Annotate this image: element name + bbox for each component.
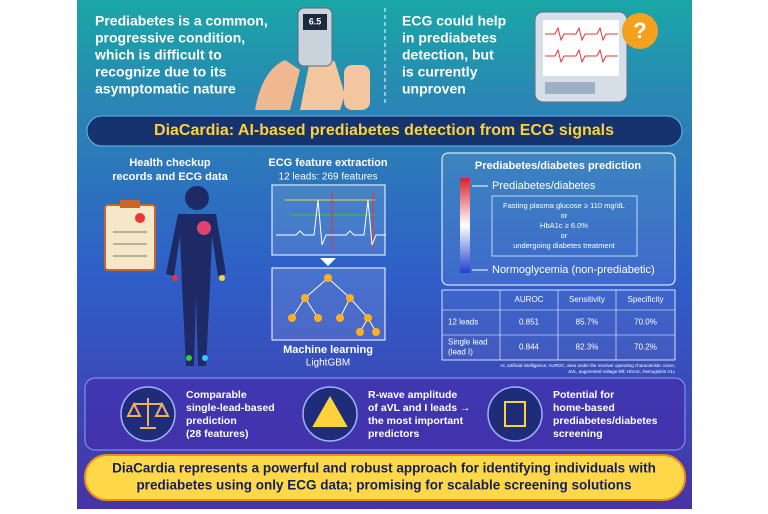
row-label: 12 leads xyxy=(448,318,478,327)
finding-text: of aVL and I leads → xyxy=(368,402,471,414)
intro-text: asymptomatic nature xyxy=(95,81,236,97)
conclusion-text: DiaCardia represents a powerful and robu… xyxy=(112,461,656,476)
arrow xyxy=(320,258,336,266)
finding-icon xyxy=(487,386,543,442)
input-label: records and ECG data xyxy=(112,171,228,183)
prediction-title: Prediabetes/diabetes prediction xyxy=(475,160,642,172)
intro-text: is currently xyxy=(402,64,478,80)
table-header: Sensitivity xyxy=(569,295,605,304)
table-cell: 70.2% xyxy=(634,343,657,352)
finding-text: R-wave amplitude xyxy=(368,389,457,401)
finding-text: prediabetes/diabetes xyxy=(553,415,658,427)
finding-text: screening xyxy=(553,428,603,440)
footnote: aVL, augmented voltage left; HbA1c, hemo… xyxy=(568,369,675,374)
table-cell: 85.7% xyxy=(576,318,599,327)
criteria-box xyxy=(491,195,638,257)
feature-title: ECG feature extraction xyxy=(268,157,387,169)
intro-text: recognize due to its xyxy=(95,64,227,80)
finding-glyph xyxy=(312,395,348,427)
table-header: Specificity xyxy=(627,295,663,304)
row-label: Single lead xyxy=(448,338,488,347)
ecg-illustration xyxy=(271,184,386,256)
title: DiaCardia: AI-based prediabetes detectio… xyxy=(154,122,614,139)
criterion: undergoing diabetes treatment xyxy=(513,241,616,250)
table-cell: 70.0% xyxy=(634,318,657,327)
input-label: Health checkup xyxy=(129,157,211,169)
glucometer-illustration: 6.5 xyxy=(255,7,370,110)
ml-subtitle: LightGBM xyxy=(306,358,350,369)
color-bar xyxy=(460,178,470,273)
conclusion-bar xyxy=(84,454,686,501)
prediction-box xyxy=(441,152,676,286)
finding-text: predictors xyxy=(368,428,420,440)
ml-title: Machine learning xyxy=(283,344,373,356)
table-header: AUROC xyxy=(515,295,544,304)
finding-text: the most important xyxy=(368,415,464,427)
negative-label: Normoglycemia (non-prediabetic) xyxy=(492,264,655,276)
body-illustration xyxy=(166,186,226,366)
criterion: Fasting plasma glucose ≥ 110 mg/dL xyxy=(503,201,625,210)
intro-text: in prediabetes xyxy=(402,30,497,46)
monitor-illustration: ? xyxy=(534,11,658,103)
intro-text: progressive condition, xyxy=(95,30,245,46)
row-label: (lead I) xyxy=(448,348,473,357)
finding-text: Potential for xyxy=(553,389,614,401)
footnote: AI, artificial intelligence; AUROC, area… xyxy=(500,363,675,368)
finding-text: home-based xyxy=(553,402,615,414)
finding-text: prediction xyxy=(186,415,237,427)
finding-text: Comparable xyxy=(186,389,247,401)
table-cell: 82.3% xyxy=(576,343,599,352)
positive-label: Prediabetes/diabetes xyxy=(492,180,596,192)
finding-text: (28 features) xyxy=(186,428,248,440)
intro-text: Prediabetes is a common, xyxy=(95,13,268,29)
intro-text: which is difficult to xyxy=(94,47,222,63)
conclusion-text: prediabetes using only ECG data; promisi… xyxy=(136,478,631,493)
table-frame xyxy=(441,289,676,361)
tree-illustration xyxy=(271,267,386,341)
question-mark: ? xyxy=(633,18,646,43)
table-cell: 0.851 xyxy=(519,318,540,327)
title-bar xyxy=(86,115,683,147)
intro-text: ECG could help xyxy=(402,13,506,29)
finding-glyph xyxy=(504,401,526,427)
intro-text: detection, but xyxy=(402,47,494,63)
criterion: or xyxy=(561,211,568,220)
table-cell: 0.844 xyxy=(519,343,540,352)
criterion: HbA1c ≥ 6.0% xyxy=(540,221,588,230)
finding-text: single-lead-based xyxy=(186,402,275,414)
criterion: or xyxy=(561,231,568,240)
intro-text: unproven xyxy=(402,81,466,97)
records-illustration xyxy=(104,200,156,271)
finding-glyph xyxy=(126,398,170,429)
glucometer-reading: 6.5 xyxy=(309,16,322,26)
feature-subtitle: 12 leads: 269 features xyxy=(279,172,378,183)
